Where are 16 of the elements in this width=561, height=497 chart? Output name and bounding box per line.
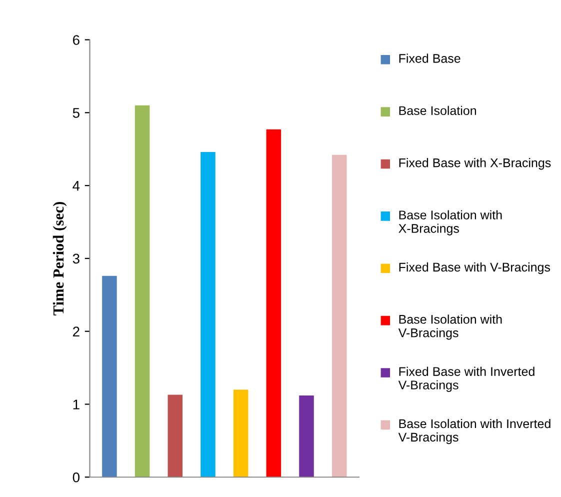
legend-label: Base Isolation with Inverted V-Bracings: [398, 418, 550, 444]
y-tick-label: 6: [73, 35, 80, 45]
legend-label: Fixed Base with V-Bracings: [399, 262, 550, 274]
y-tick-label: 3: [72, 254, 80, 264]
legend-label: Fixed Base: [399, 54, 460, 63]
legend-label: Base Isolation: [399, 106, 476, 116]
legend-label: Base Isolation with V-Bracings: [398, 314, 502, 340]
legend-label: Fixed Base with X-Bracings: [399, 158, 551, 170]
legend-label: Base Isolation with X-Bracings: [398, 210, 502, 236]
y-tick-label: 0: [72, 472, 80, 482]
y-axis-title: Time Period (sec): [52, 202, 67, 316]
y-tick-label: 5: [72, 108, 80, 118]
y-tick-label: 4: [72, 181, 80, 191]
y-tick-label: 1: [73, 400, 80, 410]
y-tick-label: 2: [73, 326, 80, 336]
legend-label: Fixed Base with Inverted V-Bracings: [398, 366, 534, 392]
